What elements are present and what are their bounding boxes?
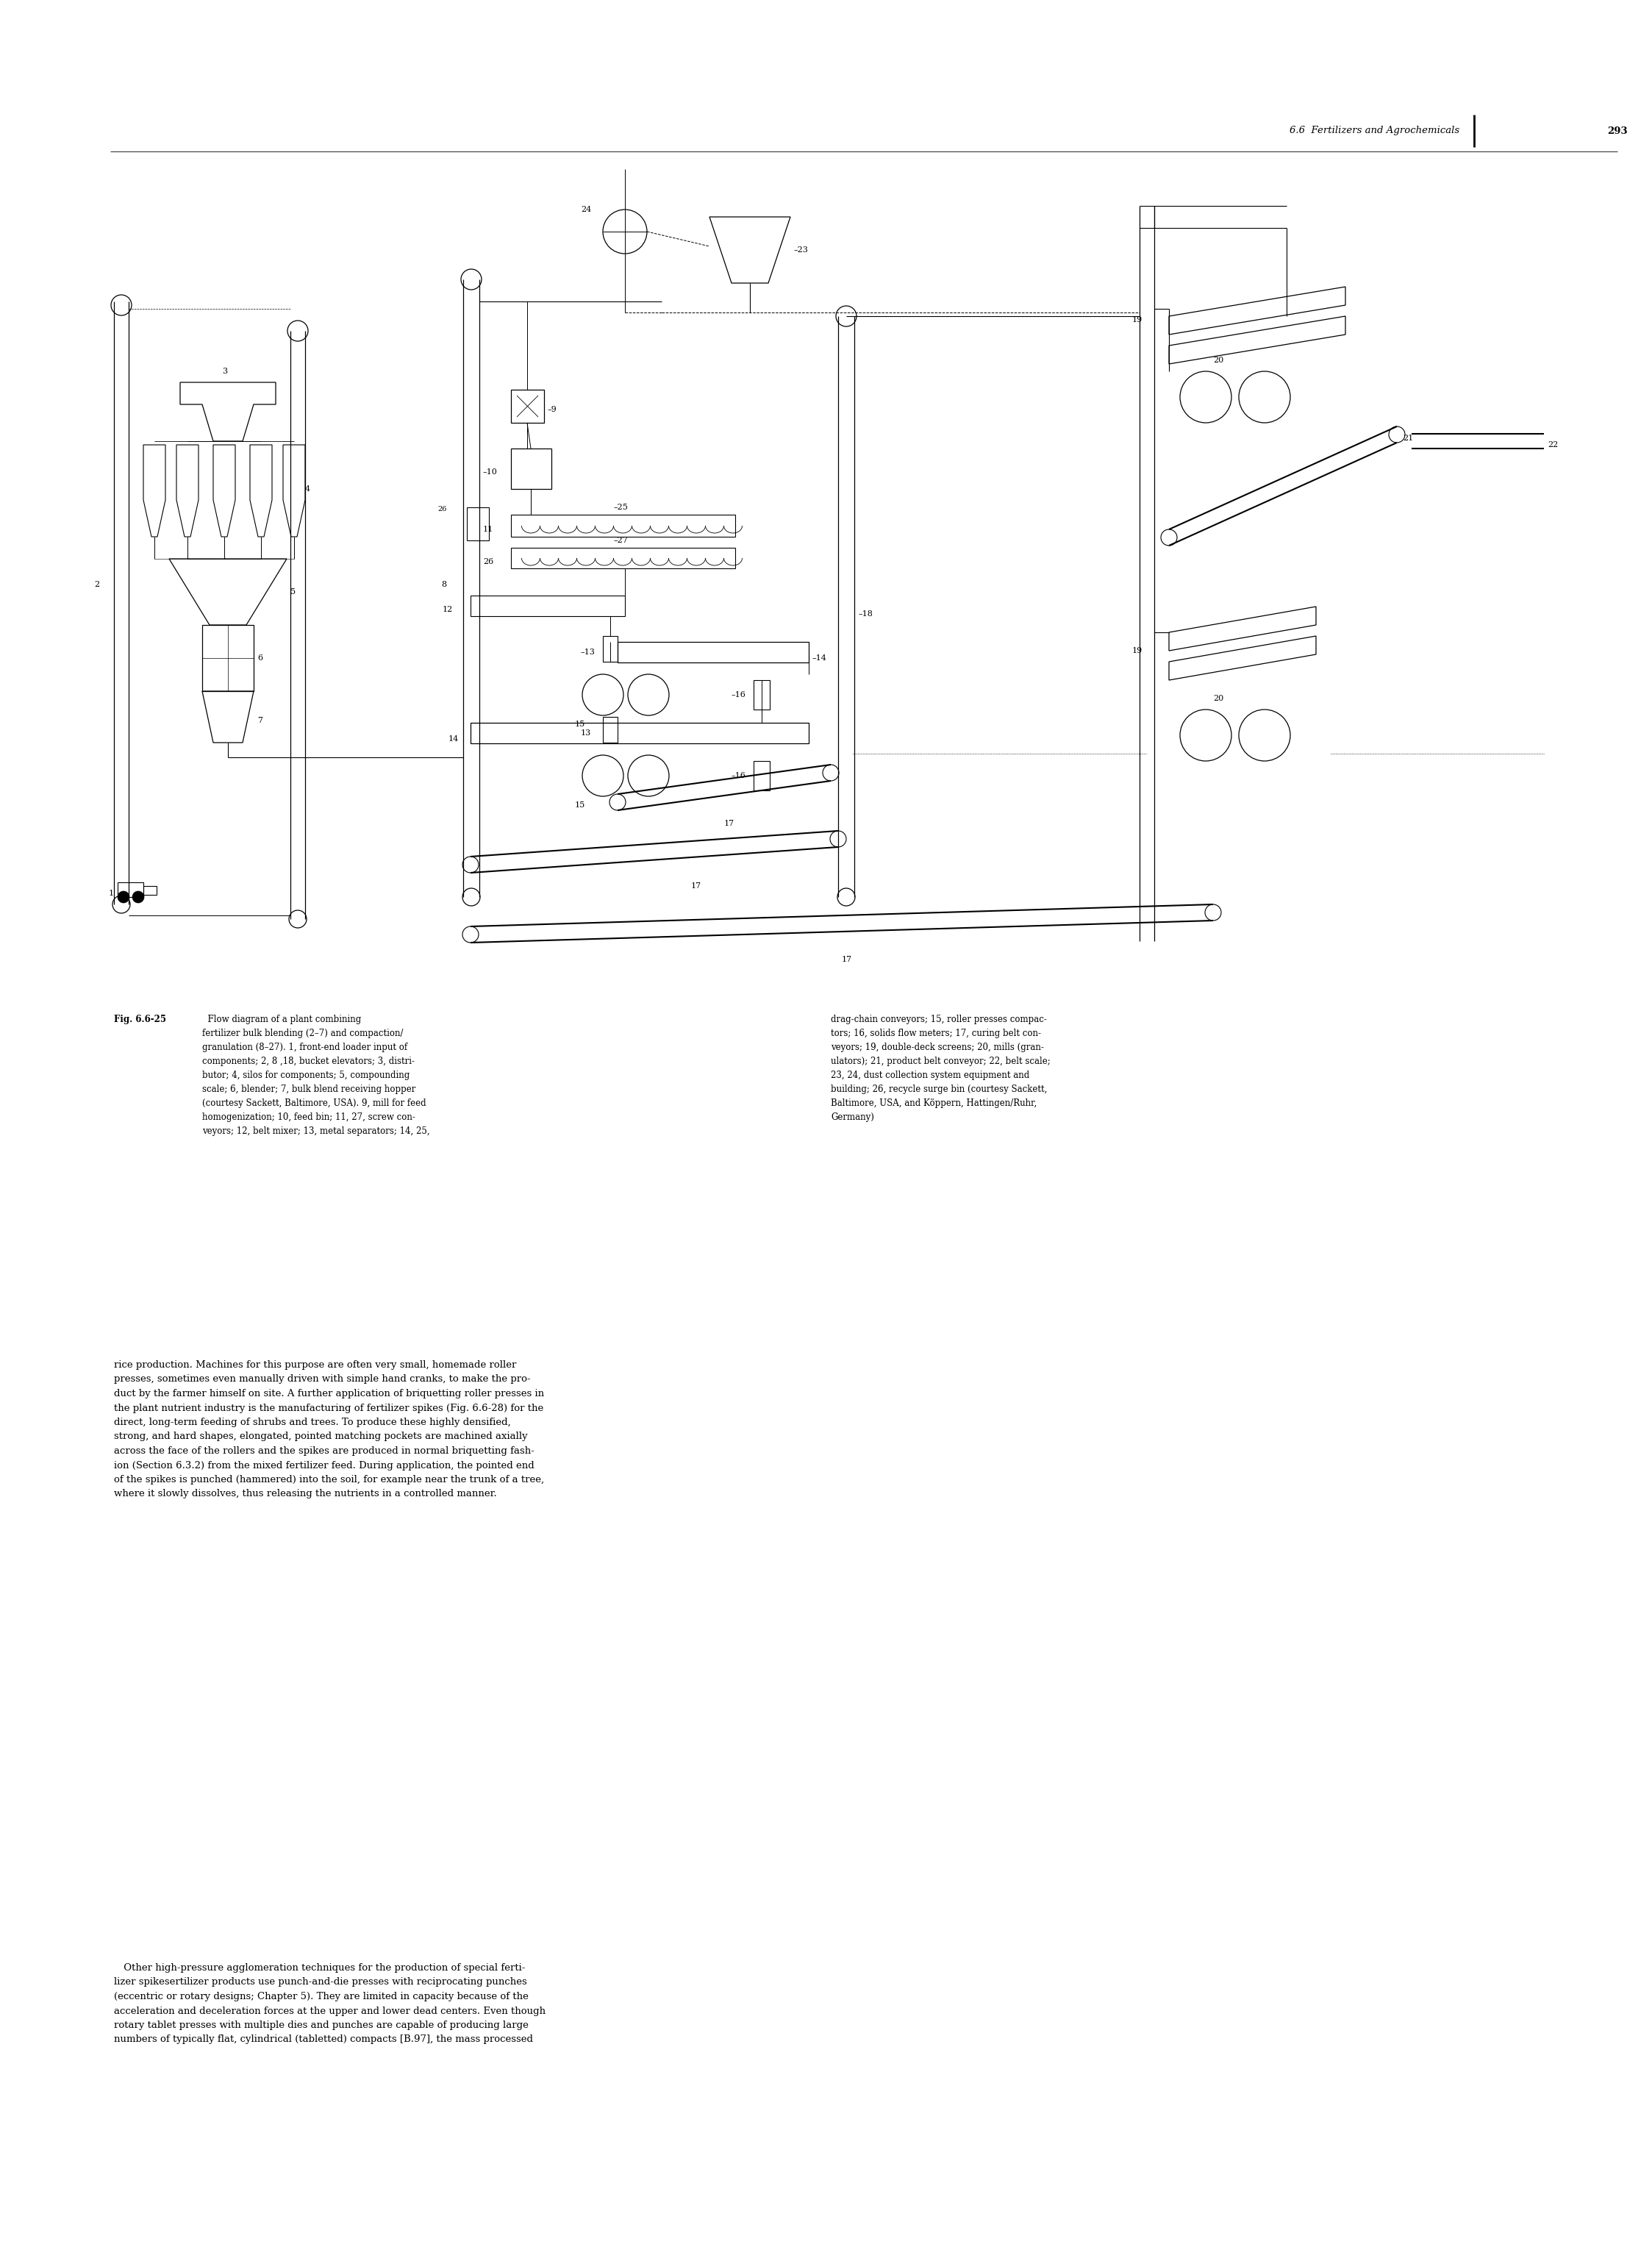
- Bar: [618, 641, 809, 662]
- Text: 15: 15: [575, 802, 585, 808]
- Text: 8: 8: [441, 580, 446, 589]
- Text: 26: 26: [482, 558, 494, 564]
- Text: 1: 1: [109, 890, 114, 896]
- Bar: [510, 391, 544, 422]
- Text: –13: –13: [582, 648, 595, 655]
- Bar: [753, 680, 770, 709]
- Text: 15: 15: [575, 720, 585, 727]
- Bar: [603, 637, 618, 662]
- Text: 20: 20: [1213, 357, 1224, 364]
- Text: 6: 6: [258, 655, 263, 662]
- Text: –9: –9: [548, 406, 557, 413]
- Text: 7: 7: [258, 716, 263, 725]
- Text: 22: 22: [1548, 440, 1558, 449]
- Bar: [468, 508, 489, 540]
- Text: –27: –27: [615, 537, 628, 544]
- Text: –23: –23: [795, 246, 808, 253]
- Bar: [202, 625, 254, 691]
- Text: 19: 19: [1132, 648, 1143, 655]
- Text: 21: 21: [1403, 434, 1412, 443]
- Bar: [603, 716, 618, 743]
- Bar: [510, 549, 735, 569]
- Text: 293: 293: [1607, 126, 1627, 135]
- Text: –25: –25: [615, 504, 628, 510]
- Text: 20: 20: [1213, 695, 1224, 702]
- Circle shape: [132, 892, 144, 903]
- Text: Flow diagram of a plant combining
fertilizer bulk blending (2–7) and compaction/: Flow diagram of a plant combining fertil…: [202, 1014, 430, 1136]
- Text: 3: 3: [221, 368, 228, 375]
- Text: –16: –16: [732, 691, 747, 698]
- Bar: [471, 596, 624, 616]
- Bar: [510, 515, 735, 537]
- Bar: [117, 883, 144, 896]
- Circle shape: [117, 892, 129, 903]
- Text: –18: –18: [859, 610, 874, 619]
- Bar: [471, 723, 809, 743]
- Text: 5: 5: [291, 589, 296, 596]
- Text: Fig. 6.6-25: Fig. 6.6-25: [114, 1014, 167, 1025]
- Text: 2: 2: [94, 580, 99, 589]
- Text: –16: –16: [732, 772, 747, 779]
- Bar: [144, 885, 157, 894]
- Text: 17: 17: [724, 820, 735, 826]
- Text: 4: 4: [306, 485, 311, 492]
- Text: –14: –14: [813, 655, 828, 662]
- Bar: [753, 761, 770, 790]
- Text: 24: 24: [582, 205, 591, 212]
- Text: 6.6  Fertilizers and Agrochemicals: 6.6 Fertilizers and Agrochemicals: [1290, 126, 1459, 135]
- Text: –10: –10: [482, 467, 497, 476]
- Text: 17: 17: [691, 883, 702, 890]
- Text: Other high-pressure agglomeration techniques for the production of special ferti: Other high-pressure agglomeration techni…: [114, 1962, 545, 2043]
- Text: 13: 13: [582, 729, 591, 736]
- Text: 11: 11: [482, 526, 494, 533]
- Text: 12: 12: [443, 605, 453, 614]
- Text: 19: 19: [1132, 316, 1143, 323]
- Text: 14: 14: [448, 736, 459, 743]
- Bar: [510, 449, 552, 490]
- Text: 26: 26: [438, 506, 446, 513]
- Text: 17: 17: [843, 955, 852, 964]
- Text: rice production. Machines for this purpose are often very small, homemade roller: rice production. Machines for this purpo…: [114, 1359, 544, 1499]
- Text: drag-chain conveyors; 15, roller presses compac-
tors; 16, solids flow meters; 1: drag-chain conveyors; 15, roller presses…: [831, 1014, 1051, 1122]
